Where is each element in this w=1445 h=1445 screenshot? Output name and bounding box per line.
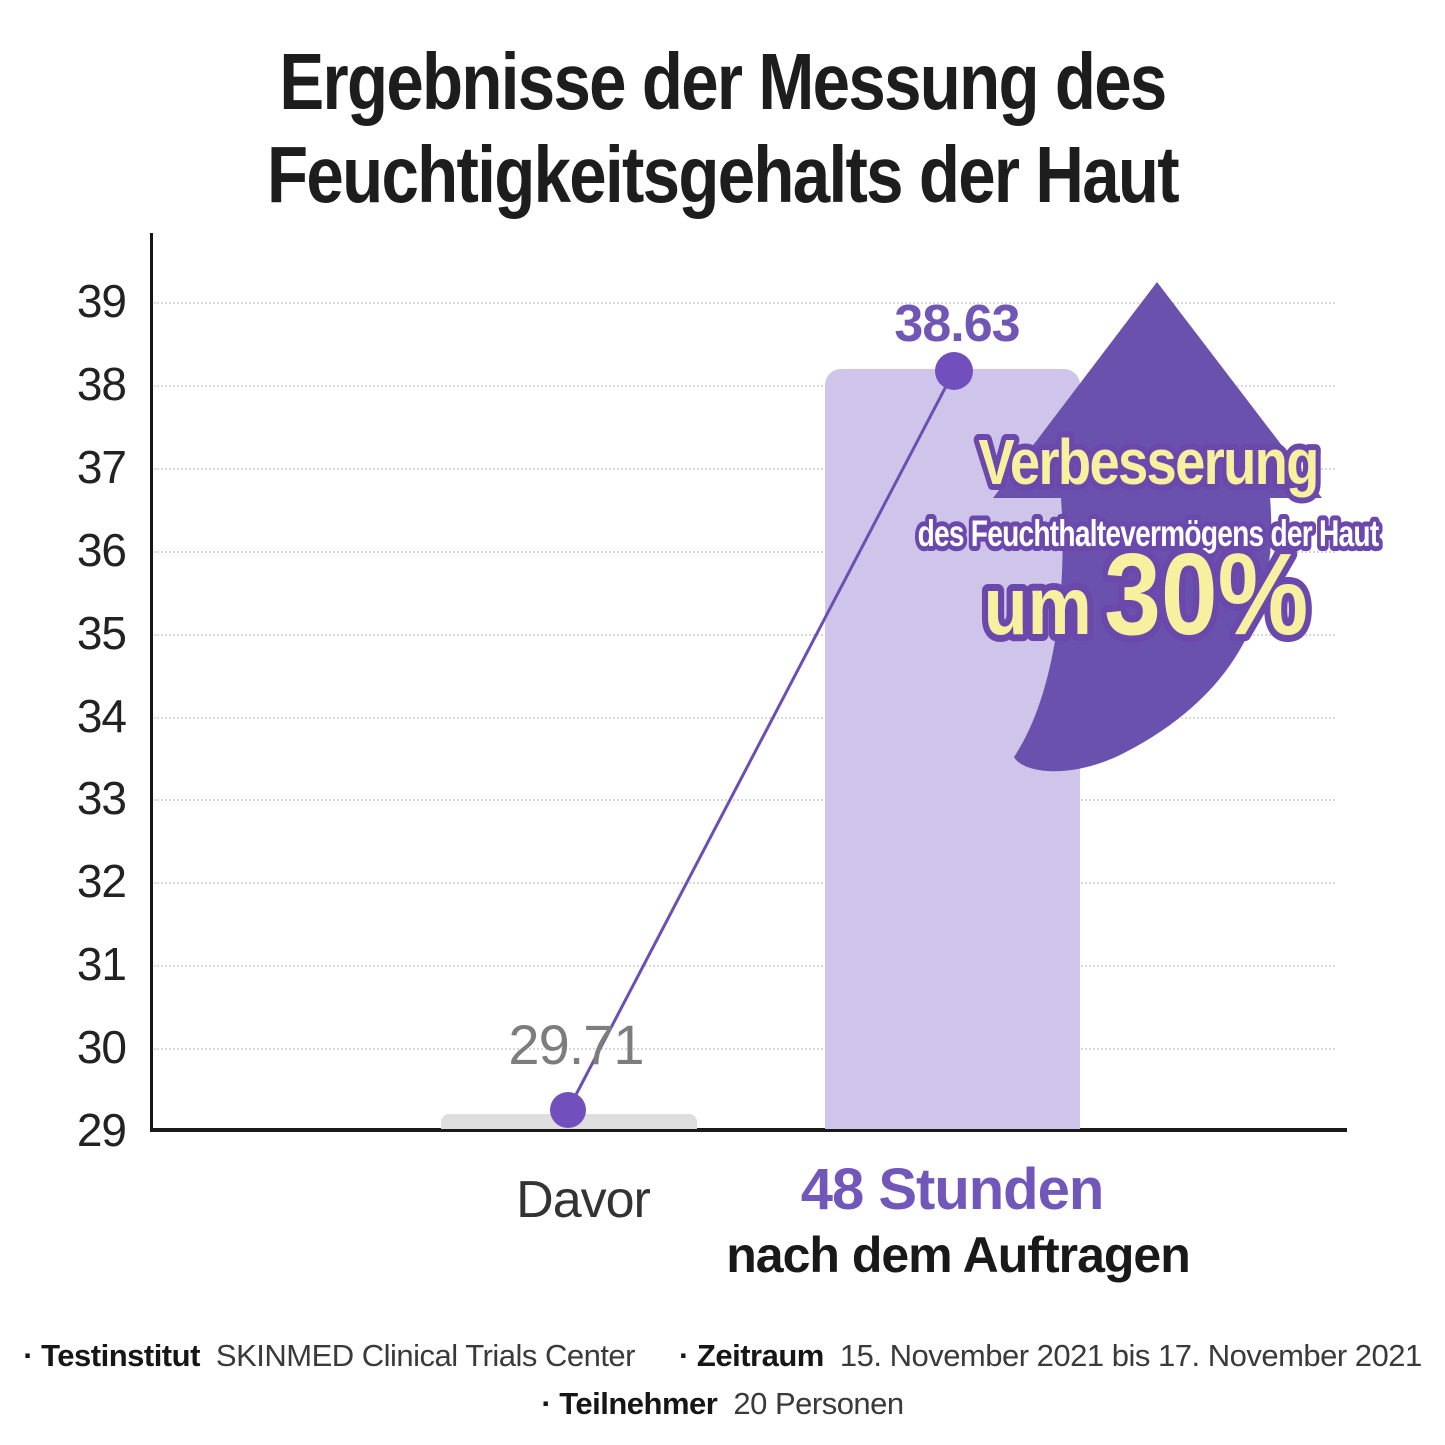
- gridline-39: [154, 302, 1335, 304]
- gridline-33: [154, 799, 1335, 802]
- chart-title-line1: Ergebnisse der Messung des: [279, 37, 1167, 126]
- footer-institute-value: SKINMED Clinical Trials Center: [215, 1338, 636, 1373]
- footer-period-value: 15. November 2021 bis 17. November 2021: [839, 1338, 1422, 1373]
- x-axis-line: [150, 1128, 1347, 1132]
- y-tick-37: 37: [76, 440, 127, 493]
- annotation-percentage-value: 30%: [1104, 530, 1308, 660]
- gridline-36: [154, 550, 1335, 553]
- y-tick-36: 36: [76, 523, 127, 576]
- y-tick-33: 33: [76, 772, 127, 825]
- footer-participants-value: 20 Personen: [733, 1386, 904, 1421]
- chart-title: Ergebnisse der Messung des Feuchtigkeits…: [116, 36, 1330, 222]
- y-tick-29: 29: [76, 1104, 127, 1156]
- gridline-30: [154, 1048, 1335, 1051]
- y-tick-39: 39: [76, 275, 127, 327]
- gridline-35: [154, 633, 1335, 636]
- chart-title-line2: Feuchtigkeitsgehalts der Haut: [267, 129, 1180, 219]
- value-label-before: 29.71: [508, 1013, 644, 1076]
- gridline-31: [154, 965, 1335, 968]
- footer-institute-label: · Testinstitut: [23, 1338, 200, 1373]
- x-label-48-stunden: 48 Stunden: [800, 1157, 1105, 1222]
- gridline-34: [154, 716, 1335, 719]
- bar-davor: [441, 1114, 697, 1129]
- y-tick-31: 31: [76, 938, 127, 991]
- y-tick-32: 32: [76, 855, 127, 908]
- y-tick-35: 35: [76, 606, 127, 659]
- y-tick-30: 30: [76, 1021, 127, 1074]
- y-tick-38: 38: [76, 357, 127, 410]
- gridline-38: [154, 384, 1335, 387]
- value-label-after: 38.63: [894, 295, 1020, 353]
- footer-line2: · Teilnehmer 20 Personen: [0, 1386, 1445, 1422]
- footer-participants-label: · Teilnehmer: [541, 1386, 718, 1421]
- y-axis-line: [150, 233, 153, 1131]
- footer-period-label: · Zeitraum: [679, 1338, 824, 1373]
- x-label-davor: Davor: [516, 1171, 651, 1229]
- y-tick-34: 34: [76, 689, 127, 742]
- gridline-37: [154, 467, 1335, 470]
- x-label-nach-dem-auftragen: nach dem Auftragen: [726, 1227, 1191, 1283]
- footer-line1: · Testinstitut SKINMED Clinical Trials Ce…: [0, 1338, 1445, 1374]
- gridline-32: [154, 882, 1335, 885]
- bar-48-stunden: [825, 369, 1080, 1129]
